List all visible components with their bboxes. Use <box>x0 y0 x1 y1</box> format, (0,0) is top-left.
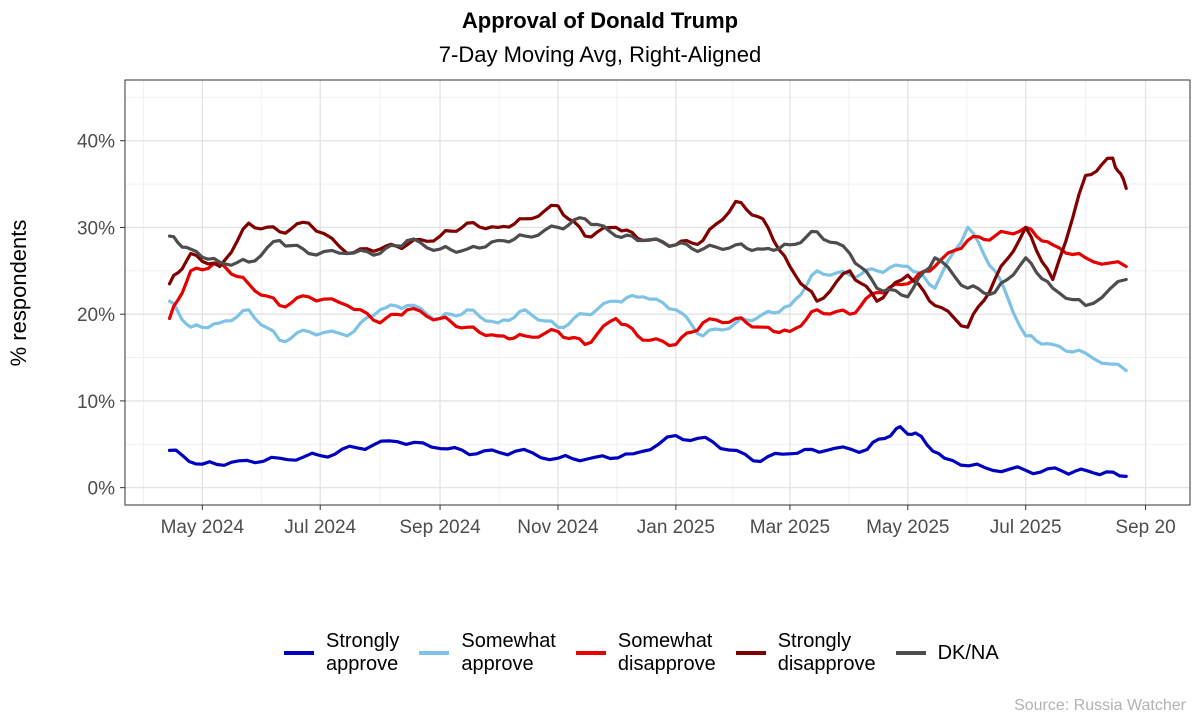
legend-label: Somewhat disapprove <box>617 630 716 675</box>
legend-item: DK/NA <box>895 641 999 665</box>
x-tick-label: Jul 2025 <box>990 517 1062 538</box>
x-tick-label: May 2025 <box>866 517 949 538</box>
legend-swatch <box>575 651 606 655</box>
grid <box>125 80 1190 505</box>
series-line-strongly-approve <box>167 425 1128 478</box>
series-line-dk-na <box>167 216 1128 308</box>
y-tick-label: 40% <box>77 132 115 153</box>
x-tick-label: Jan 2025 <box>637 517 715 538</box>
plot-border <box>124 79 1191 506</box>
legend-item: Strongly disapprove <box>735 630 876 676</box>
legend-swatch <box>735 651 766 655</box>
legend: Strongly approve Somewhat approve Somewhat… <box>284 630 1019 676</box>
y-tick-label: 10% <box>77 392 115 413</box>
legend-item: Somewhat disapprove <box>575 630 716 676</box>
source-note: Source: Russia Watcher <box>1014 697 1186 714</box>
series-lines <box>167 156 1128 478</box>
series-line-strongly-disapprove <box>167 156 1128 329</box>
x-tick-label: May 2024 <box>161 517 245 538</box>
legend-label: Somewhat approve <box>461 630 556 675</box>
series-line-somewhat-disapprove <box>167 225 1128 348</box>
x-tick-label: Jul 2024 <box>284 517 356 538</box>
legend-swatch <box>419 651 450 655</box>
y-tick-label: 30% <box>77 218 115 239</box>
legend-label: DK/NA <box>937 641 999 664</box>
legend-item: Strongly approve <box>284 630 399 676</box>
legend-swatch <box>284 651 314 655</box>
legend-label: Strongly disapprove <box>777 630 876 675</box>
y-tick-label: 20% <box>77 305 115 326</box>
y-axis-label: % respondents <box>6 220 31 367</box>
legend-item: Somewhat approve <box>419 630 556 676</box>
y-tick-label: 0% <box>88 479 116 500</box>
x-tick-label: Sep 20 <box>1115 517 1175 538</box>
chart-subtitle: 7-Day Moving Avg, Right-Aligned <box>438 42 762 67</box>
chart-title: Approval of Donald Trump <box>461 8 739 33</box>
x-tick-label: Mar 2025 <box>750 517 830 538</box>
legend-label: Strongly approve <box>326 630 400 675</box>
x-tick-label: Sep 2024 <box>399 517 481 538</box>
series-line-somewhat-approve <box>167 225 1128 373</box>
axes: 0% 10% 20% 30% 40% May 2024 Jul 2024 Sep 2024 No… <box>77 132 1176 538</box>
legend-swatch <box>895 651 926 655</box>
x-tick-label: Nov 2024 <box>517 517 599 538</box>
